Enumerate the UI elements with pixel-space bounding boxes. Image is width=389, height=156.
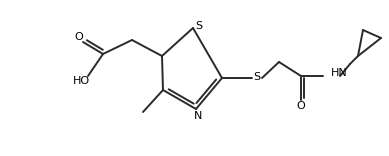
- Text: HO: HO: [72, 76, 89, 86]
- Text: N: N: [194, 111, 202, 121]
- Text: HN: HN: [331, 68, 348, 78]
- Text: S: S: [195, 21, 203, 31]
- Text: S: S: [254, 72, 261, 82]
- Text: O: O: [75, 32, 83, 42]
- Text: O: O: [297, 101, 305, 111]
